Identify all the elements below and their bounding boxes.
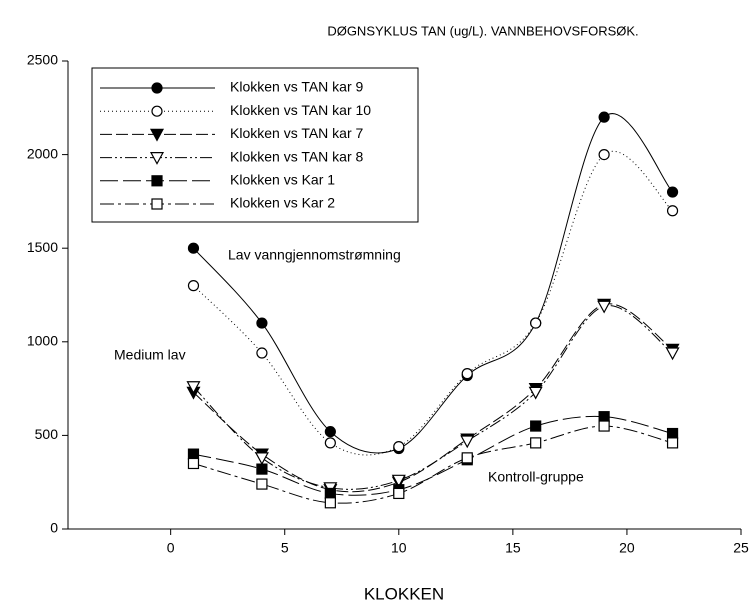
x-axis-label: KLOKKEN [364, 584, 444, 603]
marker [530, 420, 542, 432]
annotation: Medium lav [114, 347, 186, 363]
x-tick-label: 0 [167, 540, 175, 556]
series-line [193, 415, 673, 496]
series-line [193, 425, 673, 504]
legend-label: Klokken vs TAN kar 9 [230, 79, 364, 95]
marker [598, 111, 610, 123]
y-tick-label: 2000 [27, 145, 58, 161]
marker [666, 437, 679, 449]
marker [393, 441, 405, 453]
marker [528, 386, 543, 400]
marker [254, 452, 269, 466]
marker [598, 420, 610, 432]
marker [598, 149, 610, 161]
marker [324, 426, 336, 438]
marker [597, 300, 612, 314]
marker [530, 437, 542, 449]
y-tick-label: 2500 [27, 52, 58, 68]
annotation: Kontroll-gruppe [488, 469, 584, 485]
marker [187, 280, 200, 292]
marker [187, 448, 200, 460]
marker [324, 487, 336, 500]
marker [151, 175, 163, 187]
x-tick-label: 10 [391, 540, 407, 556]
marker [256, 463, 268, 475]
legend-label: Klokken vs TAN kar 10 [230, 102, 371, 118]
marker [187, 457, 200, 470]
marker [256, 347, 268, 359]
marker [151, 105, 163, 117]
legend-box [91, 67, 419, 223]
marker [151, 82, 163, 94]
marker [149, 128, 165, 142]
x-tick-label: 5 [281, 540, 289, 556]
marker [186, 381, 201, 394]
marker [149, 152, 165, 165]
legend-label: Klokken vs TAN kar 7 [230, 125, 364, 141]
marker [324, 497, 336, 509]
series-line [193, 150, 673, 456]
y-tick-label: 500 [35, 426, 59, 442]
marker [391, 474, 406, 488]
marker [187, 242, 200, 254]
marker [256, 478, 268, 490]
legend-label: Klokken vs Kar 2 [230, 195, 335, 211]
marker [530, 317, 542, 329]
marker [460, 435, 475, 449]
marker [461, 368, 473, 380]
y-tick-label: 0 [50, 520, 58, 536]
marker [393, 487, 405, 500]
legend-label: Klokken vs Kar 1 [230, 172, 335, 188]
annotation: Lav vanngjennomstrømning [228, 247, 401, 263]
chart-title: DØGNSYKLUS TAN (ug/L). VANNBEHOVSFORSØK. [327, 23, 638, 38]
marker [324, 437, 336, 449]
marker [598, 411, 610, 423]
marker [256, 317, 268, 329]
series-line [193, 303, 673, 493]
series-line [193, 113, 673, 454]
y-tick-label: 1000 [27, 333, 58, 349]
marker [666, 205, 679, 217]
marker [666, 186, 679, 198]
marker [666, 427, 679, 440]
legend-label: Klokken vs TAN kar 8 [230, 148, 364, 164]
marker [151, 198, 163, 210]
y-tick-label: 1500 [27, 239, 58, 255]
x-tick-label: 25 [733, 540, 749, 556]
marker [461, 452, 473, 464]
series-line [193, 305, 673, 490]
x-tick-label: 20 [619, 540, 635, 556]
x-tick-label: 15 [505, 540, 521, 556]
marker [665, 347, 680, 361]
